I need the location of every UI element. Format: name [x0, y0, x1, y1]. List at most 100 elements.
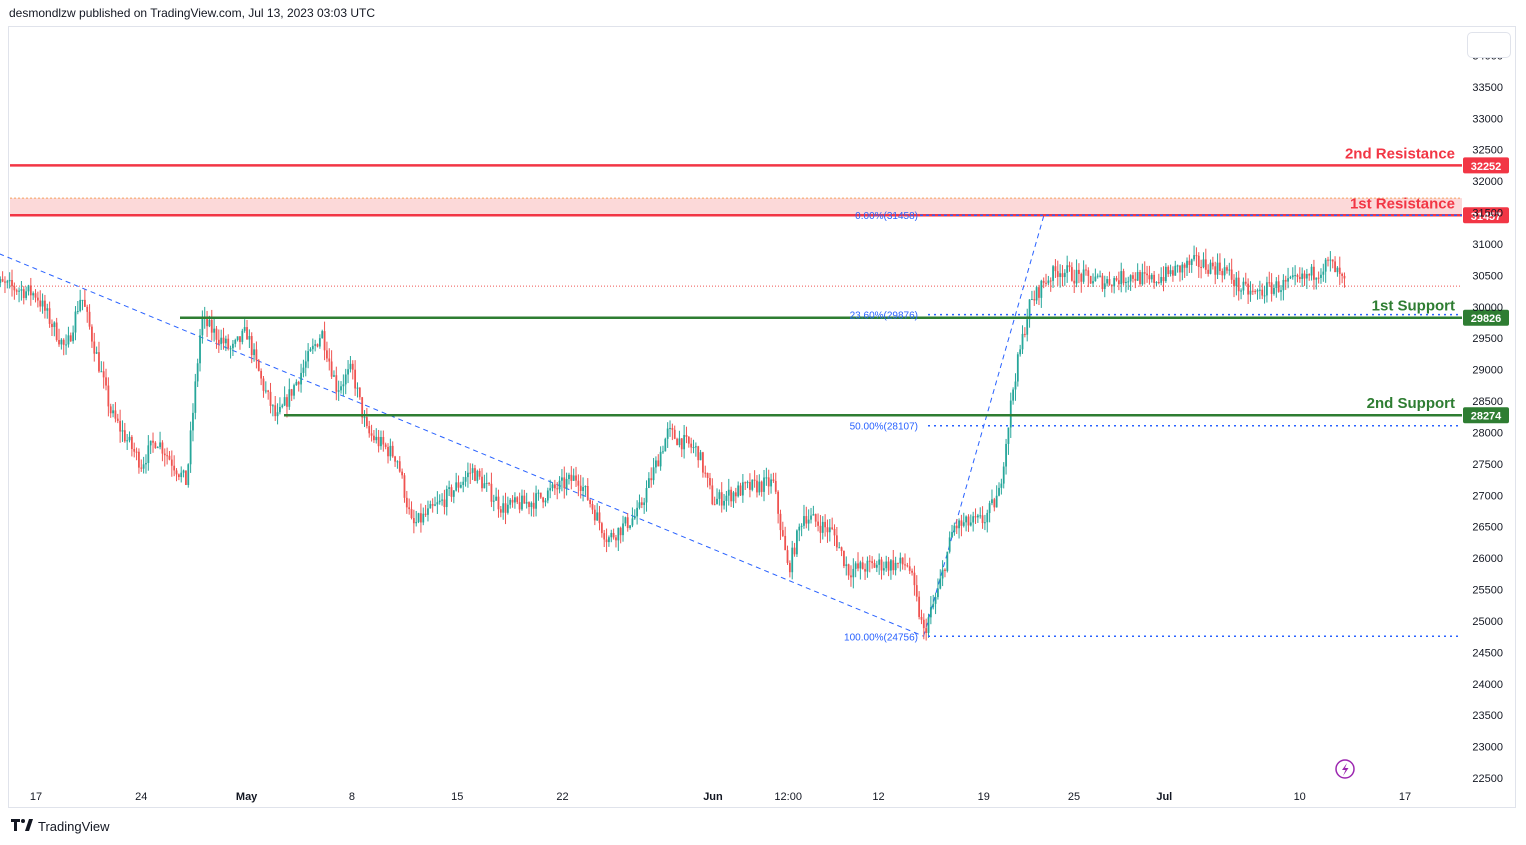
- candle-body: [257, 360, 260, 371]
- candle-body: [1049, 280, 1052, 282]
- candle-body: [420, 513, 422, 523]
- candle-body: [927, 617, 930, 634]
- candle-body: [276, 412, 279, 417]
- candle-body: [1085, 269, 1087, 271]
- candle-body: [1261, 289, 1264, 296]
- candle-body: [725, 495, 728, 501]
- candle-body: [1153, 274, 1156, 283]
- candle-body: [657, 460, 660, 467]
- candle-body: [46, 308, 49, 311]
- level-label-2: 1st Support: [1372, 298, 1455, 315]
- candle-body: [655, 460, 657, 468]
- candle-body: [217, 339, 220, 344]
- candle-body: [1214, 266, 1217, 275]
- candle-body: [1320, 274, 1322, 278]
- candle-body: [1141, 272, 1144, 285]
- candle-body: [441, 499, 443, 501]
- candle-body: [643, 502, 646, 505]
- candle-body: [253, 349, 255, 356]
- candle-body: [600, 523, 603, 534]
- candle-body: [1294, 275, 1297, 277]
- candle-body: [824, 521, 827, 528]
- candle-body: [149, 440, 152, 446]
- candle-body: [857, 563, 859, 569]
- candle-body: [405, 497, 408, 508]
- candle-body: [213, 328, 216, 333]
- candle-body: [659, 451, 662, 467]
- candle-body: [1251, 290, 1254, 292]
- candle-body: [474, 468, 476, 481]
- candle-body: [267, 390, 270, 392]
- fib-label-2: 50.00%(28107): [850, 422, 918, 433]
- candle-body: [1099, 275, 1101, 277]
- candle-body: [1073, 280, 1076, 284]
- fib-label-3: 100.00%(24756): [844, 632, 918, 643]
- candle-body: [685, 435, 688, 437]
- candle-body: [946, 551, 949, 571]
- candle-body: [749, 481, 751, 490]
- candle-body: [575, 475, 577, 481]
- candle-body: [58, 339, 60, 345]
- y-tick-label-0: 22500: [1472, 773, 1503, 785]
- x-tick-label-11: Jul: [1156, 791, 1172, 803]
- candle-body: [525, 502, 528, 504]
- candle-body: [998, 487, 1000, 496]
- candle-body: [1174, 265, 1177, 276]
- candle-body: [1284, 279, 1287, 282]
- candle-body: [546, 490, 549, 501]
- candle-body: [391, 445, 394, 457]
- candle-body: [995, 495, 998, 508]
- scale-settings-button[interactable]: [1467, 32, 1511, 58]
- candle-body: [532, 502, 535, 509]
- lightning-icon[interactable]: [1335, 759, 1355, 779]
- candle-body: [1117, 280, 1120, 285]
- candle-body: [109, 406, 112, 414]
- x-tick-label-10: 25: [1068, 791, 1080, 803]
- candle-body: [1148, 275, 1151, 280]
- candle-body: [563, 477, 566, 489]
- candle-body: [537, 492, 540, 494]
- candle-body: [890, 560, 892, 571]
- candle-body: [22, 289, 25, 299]
- candle-body: [986, 513, 989, 523]
- candle-body: [1329, 259, 1332, 261]
- candle-body: [333, 375, 335, 377]
- candle-body: [65, 344, 67, 346]
- candle-body: [504, 503, 507, 513]
- candle-body: [1136, 271, 1139, 281]
- candle-body: [356, 387, 359, 389]
- candle-body: [309, 349, 312, 352]
- candle-body: [819, 525, 822, 533]
- candle-body: [1040, 280, 1043, 298]
- candle-body: [955, 525, 958, 529]
- candle-body: [781, 530, 784, 536]
- candle-body: [850, 575, 852, 578]
- candle-body: [1289, 277, 1292, 279]
- candle-body: [774, 480, 777, 492]
- candle-body: [224, 338, 227, 344]
- y-tick-label-7: 26000: [1472, 553, 1503, 565]
- candle-body: [915, 585, 918, 597]
- candle-body: [694, 446, 697, 448]
- candle-body: [553, 484, 556, 489]
- candle-body: [969, 522, 972, 526]
- candle-body: [201, 317, 204, 336]
- candle-body: [431, 504, 434, 506]
- candle-body: [0, 279, 2, 283]
- candle-body: [227, 338, 230, 349]
- candle-body: [464, 477, 467, 482]
- candle-body: [229, 348, 232, 350]
- footer-brand: TradingView: [38, 819, 110, 834]
- candle-body: [1270, 282, 1273, 294]
- candle-body: [67, 335, 70, 345]
- candle-body: [1000, 483, 1003, 488]
- candle-body: [170, 459, 173, 466]
- candle-body: [772, 479, 775, 481]
- candles-layer: [0, 245, 1346, 641]
- lightning-icon-ring: [1335, 759, 1355, 779]
- candle-body: [377, 436, 380, 447]
- candle-body: [250, 336, 253, 356]
- candle-body: [633, 516, 636, 519]
- candle-body: [88, 311, 91, 327]
